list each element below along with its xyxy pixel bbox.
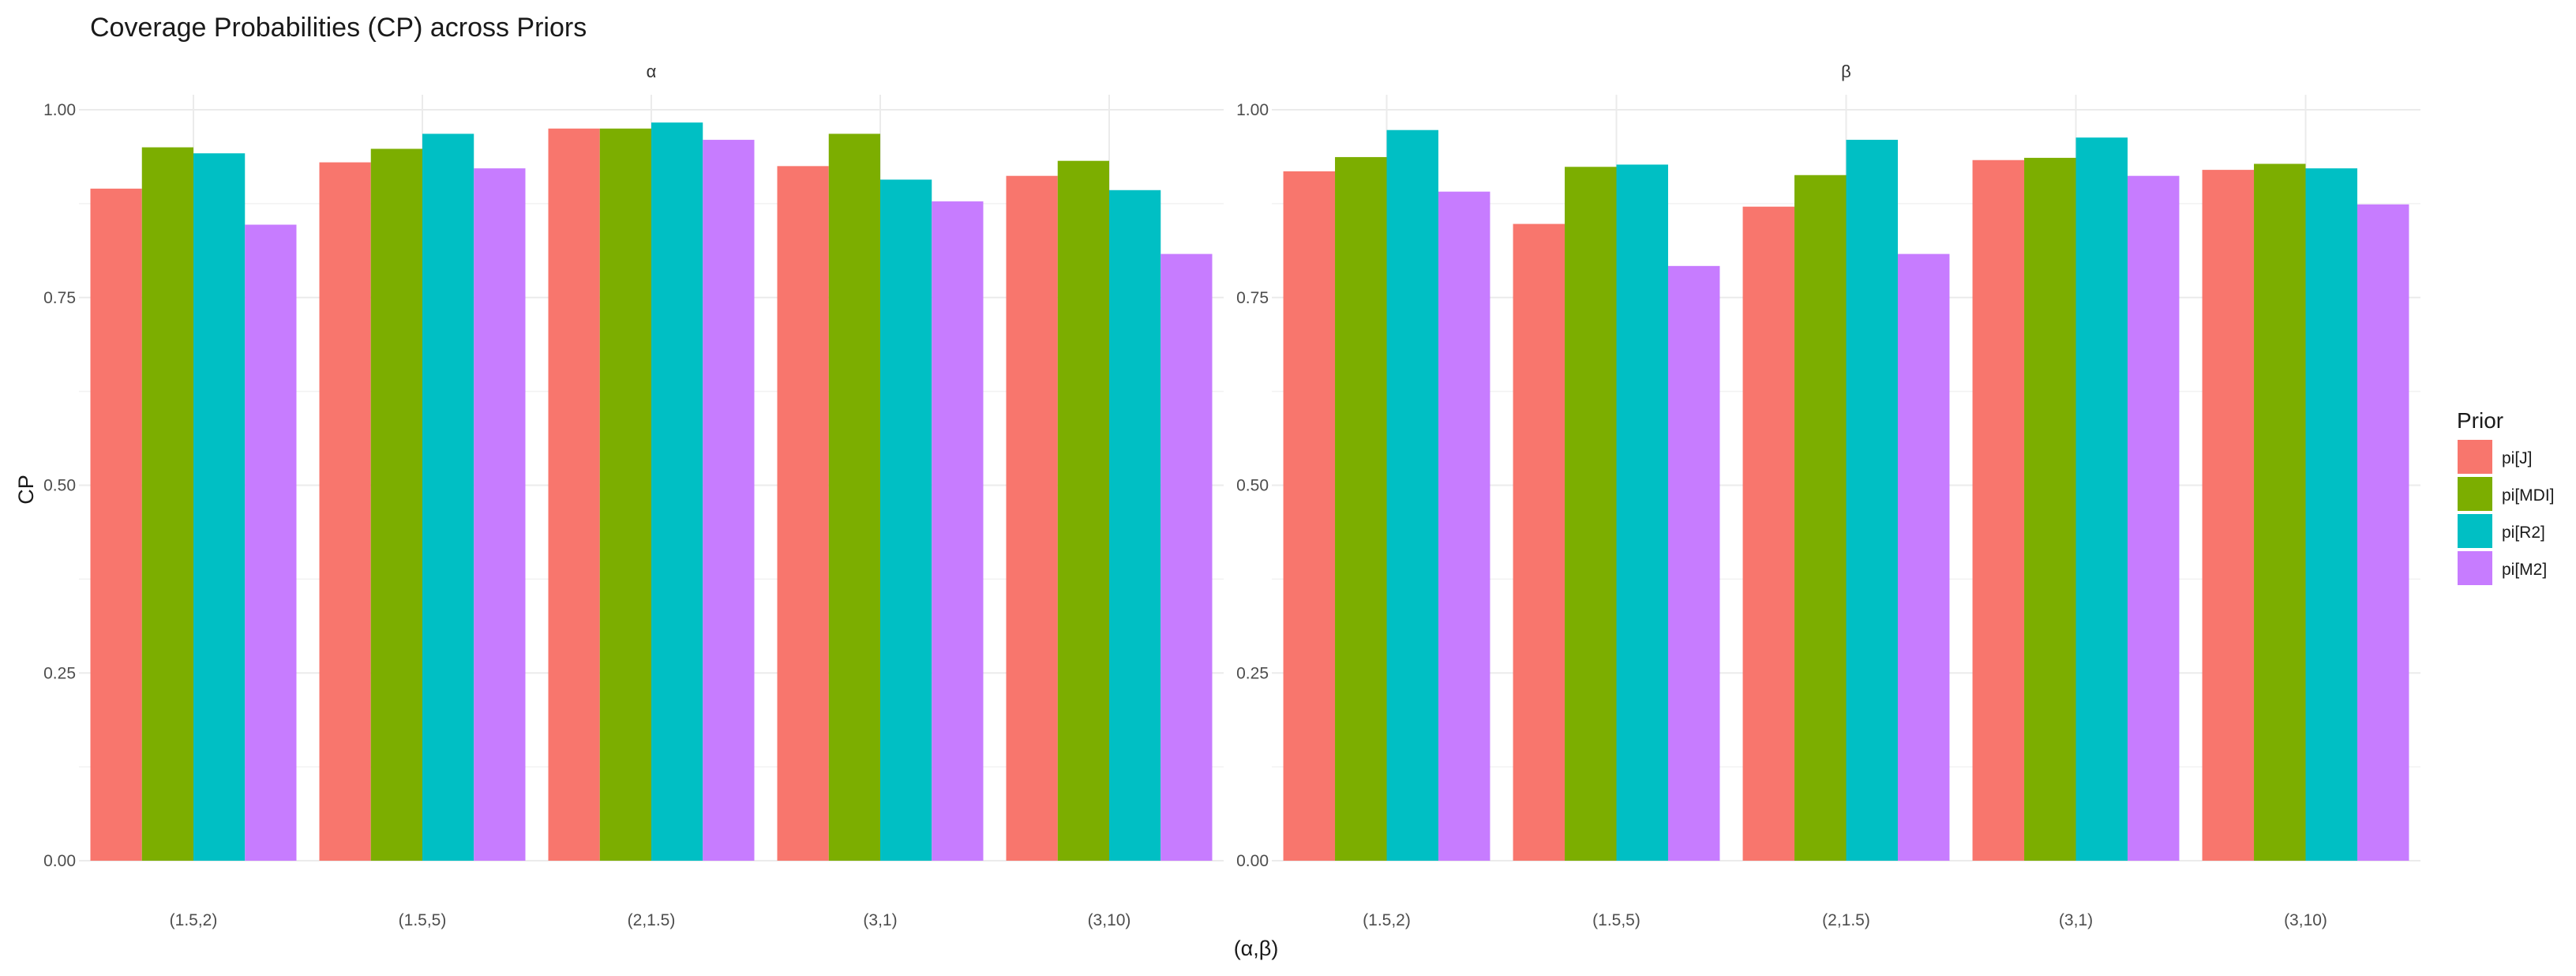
bar [474,168,526,862]
panel-alpha: 0.00 0.25 0.50 0.75 1.00 (1.5,2) (1.5,5) (2,1.5… [43,62,1224,929]
legend-label: pi[MDI] [2502,486,2555,505]
legend-label: pi[J] [2502,449,2533,467]
x-tick-label: (3,10) [2284,911,2327,929]
bar [141,147,193,862]
x-tick-label: (1.5,5) [399,911,447,929]
chart-title: Coverage Probabilities (CP) across Prior… [90,13,587,43]
x-tick-label: (1.5,5) [1592,911,1640,929]
bar [1667,265,1720,862]
x-tick-label: (2,1.5) [1822,911,1870,929]
bar [1283,171,1336,861]
bar [319,162,371,861]
x-tick-label: (1.5,2) [1363,911,1411,929]
x-tick-label: (2,1.5) [628,911,676,929]
bar [1057,160,1109,861]
panel-strip-label: α [647,62,657,81]
y-tick-label: 0.25 [1236,664,1269,682]
bar [1161,253,1213,861]
bar [1794,175,1847,862]
legend: Prior pi[J] pi[MDI] pi[R2] pi[M2] [2457,408,2555,585]
x-tick-label: (3,10) [1088,911,1131,929]
bar [1006,175,1058,862]
bar [1846,140,1898,861]
x-tick-label: (3,1) [2059,911,2093,929]
bar [1565,167,1617,861]
bar [2127,175,2180,862]
bar [1616,164,1668,862]
bar [2305,168,2357,862]
y-tick-label: 1.00 [43,101,76,119]
y-axis-title: CP [14,475,38,505]
bar [1386,130,1438,862]
y-tick-label: 0.00 [1236,852,1269,870]
y-tick-label: 0.75 [43,289,76,307]
y-tick-label: 0.25 [43,664,76,682]
y-tick-label: 1.00 [1236,101,1269,119]
y-tick-label: 0.50 [1236,477,1269,495]
bar [932,201,984,862]
bar [245,224,297,861]
x-axis-title: (α,β) [1234,937,1279,960]
bar [2357,204,2409,861]
bar [422,133,474,861]
bar [2024,157,2076,862]
y-tick-label: 0.00 [43,852,76,870]
bar [1742,206,1795,862]
bar [1335,156,1387,861]
bar [2202,170,2255,862]
bar [703,140,755,861]
legend-key [2458,551,2492,585]
bar [880,179,932,861]
bar [370,148,422,861]
bar [1438,191,1490,862]
legend-key [2458,477,2492,511]
legend-label: pi[M2] [2502,561,2547,579]
bar [828,133,880,861]
panel-strip-label: β [1841,62,1851,81]
legend-key [2458,440,2492,474]
bar [90,188,142,861]
panels-layer: 0.00 0.25 0.50 0.75 1.00 (1.5,2) (1.5,5) (2,1.5… [43,62,2420,929]
bar [548,128,600,861]
legend-label: pi[R2] [2502,524,2545,542]
bar [777,166,829,861]
bar [193,153,246,862]
y-tick-label: 0.75 [1236,289,1269,307]
x-tick-label: (1.5,2) [170,911,218,929]
bar [1897,253,1950,861]
bar [651,122,703,861]
legend-title: Prior [2457,408,2503,433]
bar [1109,190,1161,861]
bar [1972,160,2025,861]
y-tick-label: 0.50 [43,477,76,495]
bar [2254,163,2306,862]
panel-beta: 0.00 0.25 0.50 0.75 1.00 (1.5,2) (1.5,5) (2,1.5… [1236,62,2420,929]
bar [599,128,651,861]
x-tick-label: (3,1) [863,911,897,929]
legend-key [2458,514,2492,548]
bar [1513,223,1565,862]
bar [2075,137,2128,862]
